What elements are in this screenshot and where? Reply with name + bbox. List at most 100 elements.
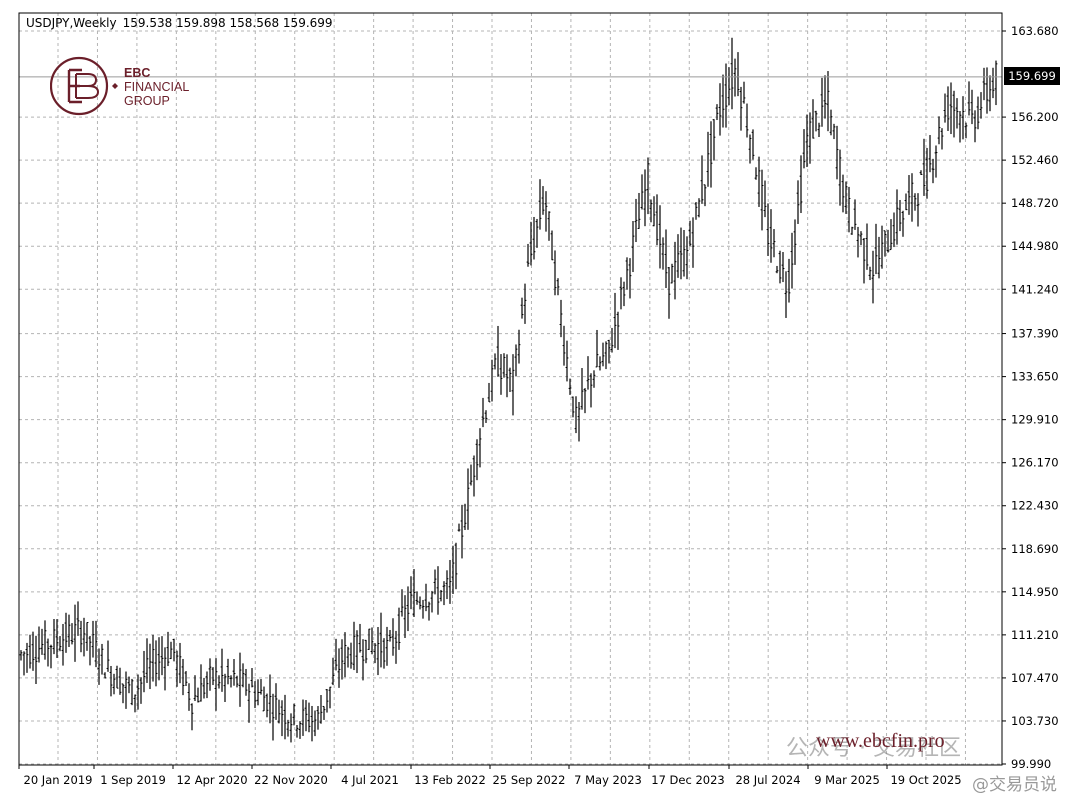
- x-tick-label: 19 Oct 2025: [890, 773, 961, 787]
- y-tick-label: 152.460: [1011, 153, 1059, 167]
- ohlc-bar: [598, 356, 602, 371]
- ohlc-bar: [490, 359, 494, 402]
- ohlc-bar: [19, 650, 23, 661]
- ohlc-bar: [343, 632, 347, 678]
- ohlc-bar: [85, 622, 89, 651]
- ohlc-bar: [961, 96, 965, 140]
- ohlc-bar: [922, 138, 926, 196]
- ohlc-bar: [262, 686, 266, 712]
- ohlc-bar: [286, 719, 290, 737]
- ohlc-bar: [616, 311, 620, 350]
- ohlc-bar: [445, 570, 449, 600]
- ohlc-bar: [412, 569, 416, 617]
- ohlc-bar: [745, 103, 749, 138]
- ohlc-bar: [466, 468, 470, 530]
- ohlc-bar: [481, 397, 485, 428]
- plot-border: [18, 12, 1003, 766]
- ohlc-bar: [349, 642, 353, 669]
- ohlc-values: 159.538 159.898 158.568 159.699: [122, 16, 333, 30]
- ohlc-bar: [544, 191, 548, 232]
- ohlc-bar: [679, 227, 683, 280]
- y-tick-label: 133.650: [1011, 370, 1059, 384]
- ohlc-bar: [886, 229, 890, 253]
- ohlc-bar: [577, 401, 581, 442]
- ohlc-bar: [400, 589, 404, 617]
- ohlc-bar: [925, 147, 929, 199]
- ohlc-bar: [985, 67, 989, 114]
- ohlc-bar: [562, 325, 566, 366]
- ohlc-bar: [205, 671, 209, 699]
- ohlc-bar: [574, 396, 578, 434]
- ohlc-bar: [436, 566, 440, 615]
- ohlc-bar: [526, 243, 530, 267]
- ohlc-bar: [232, 659, 236, 686]
- ohlc-bar: [559, 299, 563, 338]
- ohlc-bar: [694, 202, 698, 220]
- x-tick-label: 13 Feb 2022: [414, 773, 486, 787]
- ohlc-bar: [31, 631, 35, 671]
- ohlc-bar: [487, 382, 491, 403]
- ohlc-bar: [478, 428, 482, 468]
- ohlc-bar: [913, 193, 917, 211]
- ohlc-bar: [835, 125, 839, 180]
- ohlc-bar: [502, 353, 506, 378]
- ohlc-bar: [103, 672, 107, 679]
- ohlc-bar: [799, 155, 803, 214]
- last-price-tag: 159.699: [1004, 67, 1060, 85]
- ohlc-bar: [967, 81, 971, 116]
- ohlc-bar: [34, 635, 38, 684]
- ohlc-bar: [424, 583, 428, 612]
- ohlc-bar: [181, 658, 185, 696]
- ohlc-bar: [550, 230, 554, 261]
- x-tick-label: 12 Apr 2020: [176, 773, 247, 787]
- ohlc-bar: [790, 232, 794, 289]
- ohlc-bar: [46, 638, 50, 667]
- ohlc-bar: [94, 620, 98, 668]
- ohlc-bar: [277, 699, 281, 724]
- y-tick-label: 122.430: [1011, 499, 1059, 513]
- ohlc-bar: [379, 612, 383, 668]
- ohlc-bar: [607, 339, 611, 364]
- ohlc-bar: [565, 340, 569, 382]
- ohlc-bar: [52, 618, 56, 655]
- ohlc-bar: [244, 668, 248, 696]
- ohlc-bar: [832, 123, 836, 140]
- logo-line1: EBC: [124, 66, 151, 80]
- ohlc-bar: [892, 212, 896, 248]
- ohlc-bar: [274, 683, 278, 720]
- ohlc-bar: [325, 689, 329, 713]
- ohlc-bar: [316, 706, 320, 730]
- ohlc-bar: [982, 67, 986, 101]
- ohlc-bar: [862, 237, 866, 284]
- ohlc-bar: [847, 186, 851, 233]
- ohlc-bar: [673, 241, 677, 300]
- ohlc-bar: [352, 621, 356, 671]
- ohlc-bar: [310, 705, 314, 742]
- ohlc-bar: [397, 607, 401, 650]
- ohlc-bar: [898, 199, 902, 232]
- ohlc-bar: [820, 77, 824, 127]
- ohlc-bar: [442, 581, 446, 606]
- watermark-account: @交易员说: [972, 775, 1057, 795]
- ohlc-bar: [709, 121, 713, 188]
- ohlc-bar: [61, 623, 65, 666]
- ohlc-bar: [640, 174, 644, 210]
- ohlc-bar: [586, 356, 590, 390]
- ohlc-bar: [943, 93, 947, 123]
- ohlc-bar: [121, 683, 125, 704]
- ohlc-bar: [421, 599, 425, 619]
- ohlc-bar: [139, 677, 143, 704]
- ohlc-bar: [76, 601, 80, 636]
- ohlc-bar: [613, 292, 617, 349]
- ohlc-bar: [133, 694, 137, 713]
- ohlc-bar: [856, 226, 860, 258]
- ohlc-bar: [337, 648, 341, 688]
- ohlc-bar: [184, 671, 188, 687]
- ohlc-bar: [124, 671, 128, 709]
- ohlc-bars: [19, 37, 998, 743]
- y-tick-label: 144.980: [1011, 239, 1059, 253]
- ohlc-bar: [292, 703, 296, 726]
- ohlc-bar: [79, 620, 83, 653]
- ohlc-bar: [667, 266, 671, 319]
